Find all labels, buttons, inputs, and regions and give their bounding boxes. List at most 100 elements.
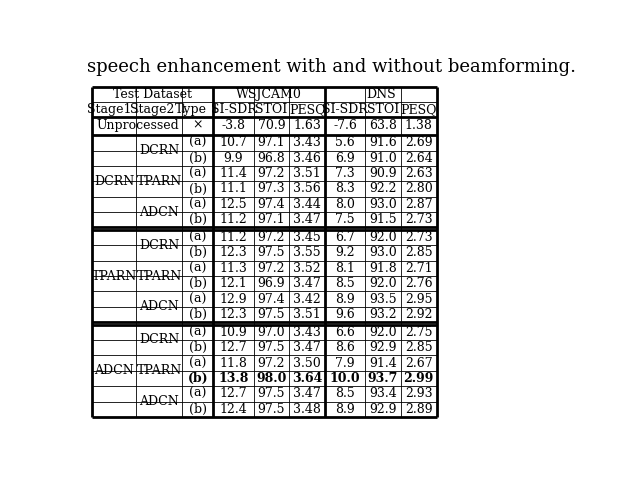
Text: (b): (b) xyxy=(189,213,207,226)
Text: 91.0: 91.0 xyxy=(369,152,397,165)
Text: SI-SDR: SI-SDR xyxy=(322,103,368,116)
Text: (b): (b) xyxy=(189,308,207,321)
Text: TPARN: TPARN xyxy=(136,364,182,377)
Text: 91.6: 91.6 xyxy=(369,136,397,149)
Text: 93.4: 93.4 xyxy=(369,387,397,400)
Text: 12.7: 12.7 xyxy=(220,341,247,354)
Text: 6.7: 6.7 xyxy=(335,231,355,244)
Text: 3.47: 3.47 xyxy=(293,387,321,400)
Text: 92.0: 92.0 xyxy=(369,231,397,244)
Text: 97.5: 97.5 xyxy=(258,308,285,321)
Text: 8.1: 8.1 xyxy=(335,262,355,275)
Text: 1.38: 1.38 xyxy=(404,119,433,132)
Text: (b): (b) xyxy=(189,277,207,290)
Text: 2.67: 2.67 xyxy=(405,356,433,370)
Text: 2.85: 2.85 xyxy=(405,247,433,259)
Text: 2.73: 2.73 xyxy=(405,213,433,226)
Text: 11.4: 11.4 xyxy=(220,167,248,180)
Text: 97.2: 97.2 xyxy=(258,231,285,244)
Text: 2.64: 2.64 xyxy=(405,152,433,165)
Text: 12.7: 12.7 xyxy=(220,387,247,400)
Text: 97.1: 97.1 xyxy=(258,213,285,226)
Text: 3.42: 3.42 xyxy=(293,293,321,306)
Text: 8.9: 8.9 xyxy=(335,403,355,415)
Text: (b): (b) xyxy=(189,182,207,195)
Text: 93.7: 93.7 xyxy=(368,372,398,385)
Text: 3.43: 3.43 xyxy=(293,326,321,339)
Text: 8.6: 8.6 xyxy=(335,341,355,354)
Text: (a): (a) xyxy=(189,262,207,275)
Text: speech enhancement with and without beamforming.: speech enhancement with and without beam… xyxy=(88,58,577,77)
Text: ADCN: ADCN xyxy=(139,206,179,219)
Text: 3.47: 3.47 xyxy=(293,213,321,226)
Text: 5.6: 5.6 xyxy=(335,136,355,149)
Text: 3.46: 3.46 xyxy=(293,152,321,165)
Text: 12.1: 12.1 xyxy=(220,277,247,290)
Text: STOI: STOI xyxy=(367,103,399,116)
Text: 8.0: 8.0 xyxy=(335,198,355,211)
Text: 96.8: 96.8 xyxy=(257,152,285,165)
Text: 3.64: 3.64 xyxy=(292,372,323,385)
Text: 3.44: 3.44 xyxy=(293,198,321,211)
Text: 8.9: 8.9 xyxy=(335,293,355,306)
Text: 3.47: 3.47 xyxy=(293,341,321,354)
Text: 97.4: 97.4 xyxy=(258,198,285,211)
Text: 2.75: 2.75 xyxy=(405,326,433,339)
Text: 8.5: 8.5 xyxy=(335,277,355,290)
Text: 2.99: 2.99 xyxy=(403,372,434,385)
Text: DCRN: DCRN xyxy=(139,333,179,346)
Text: 97.5: 97.5 xyxy=(258,341,285,354)
Text: 97.5: 97.5 xyxy=(258,247,285,259)
Text: 3.55: 3.55 xyxy=(293,247,321,259)
Text: DCRN: DCRN xyxy=(94,175,134,188)
Text: 8.3: 8.3 xyxy=(335,182,355,195)
Text: (a): (a) xyxy=(189,326,207,339)
Text: 2.63: 2.63 xyxy=(405,167,433,180)
Text: (a): (a) xyxy=(189,293,207,306)
Text: ×: × xyxy=(193,119,203,132)
Text: 97.0: 97.0 xyxy=(258,326,285,339)
Text: 91.5: 91.5 xyxy=(369,213,397,226)
Text: 2.76: 2.76 xyxy=(405,277,433,290)
Text: 70.9: 70.9 xyxy=(258,119,285,132)
Text: 3.52: 3.52 xyxy=(293,262,321,275)
Text: -7.6: -7.6 xyxy=(333,119,357,132)
Text: 9.6: 9.6 xyxy=(335,308,355,321)
Text: (a): (a) xyxy=(189,167,207,180)
Text: 2.71: 2.71 xyxy=(405,262,433,275)
Text: (a): (a) xyxy=(189,198,207,211)
Text: 92.2: 92.2 xyxy=(369,182,397,195)
Text: 3.50: 3.50 xyxy=(293,356,321,370)
Text: (a): (a) xyxy=(189,387,207,400)
Text: (b): (b) xyxy=(189,152,207,165)
Text: 2.69: 2.69 xyxy=(405,136,433,149)
Text: 9.9: 9.9 xyxy=(223,152,243,165)
Text: 97.5: 97.5 xyxy=(258,387,285,400)
Text: 12.3: 12.3 xyxy=(220,247,247,259)
Text: ADCN: ADCN xyxy=(94,364,134,377)
Text: 93.2: 93.2 xyxy=(369,308,397,321)
Text: 2.85: 2.85 xyxy=(405,341,433,354)
Text: 3.51: 3.51 xyxy=(293,167,321,180)
Text: 93.0: 93.0 xyxy=(369,198,397,211)
Text: SI-SDR: SI-SDR xyxy=(211,103,257,116)
Text: 9.2: 9.2 xyxy=(335,247,355,259)
Text: 10.7: 10.7 xyxy=(220,136,247,149)
Text: 96.9: 96.9 xyxy=(258,277,285,290)
Text: DNS: DNS xyxy=(366,88,396,101)
Text: Unprocessed: Unprocessed xyxy=(96,119,179,132)
Text: (a): (a) xyxy=(189,136,207,149)
Text: 12.9: 12.9 xyxy=(220,293,247,306)
Text: STOI: STOI xyxy=(255,103,287,116)
Text: 2.89: 2.89 xyxy=(405,403,433,415)
Text: 2.95: 2.95 xyxy=(405,293,433,306)
Text: Stage2 ↓: Stage2 ↓ xyxy=(130,103,189,116)
Text: (b): (b) xyxy=(189,247,207,259)
Text: 97.2: 97.2 xyxy=(258,167,285,180)
Text: 92.9: 92.9 xyxy=(369,403,397,415)
Text: 63.8: 63.8 xyxy=(369,119,397,132)
Text: 10.0: 10.0 xyxy=(330,372,360,385)
Text: 97.2: 97.2 xyxy=(258,262,285,275)
Text: 11.1: 11.1 xyxy=(220,182,248,195)
Text: 2.73: 2.73 xyxy=(405,231,433,244)
